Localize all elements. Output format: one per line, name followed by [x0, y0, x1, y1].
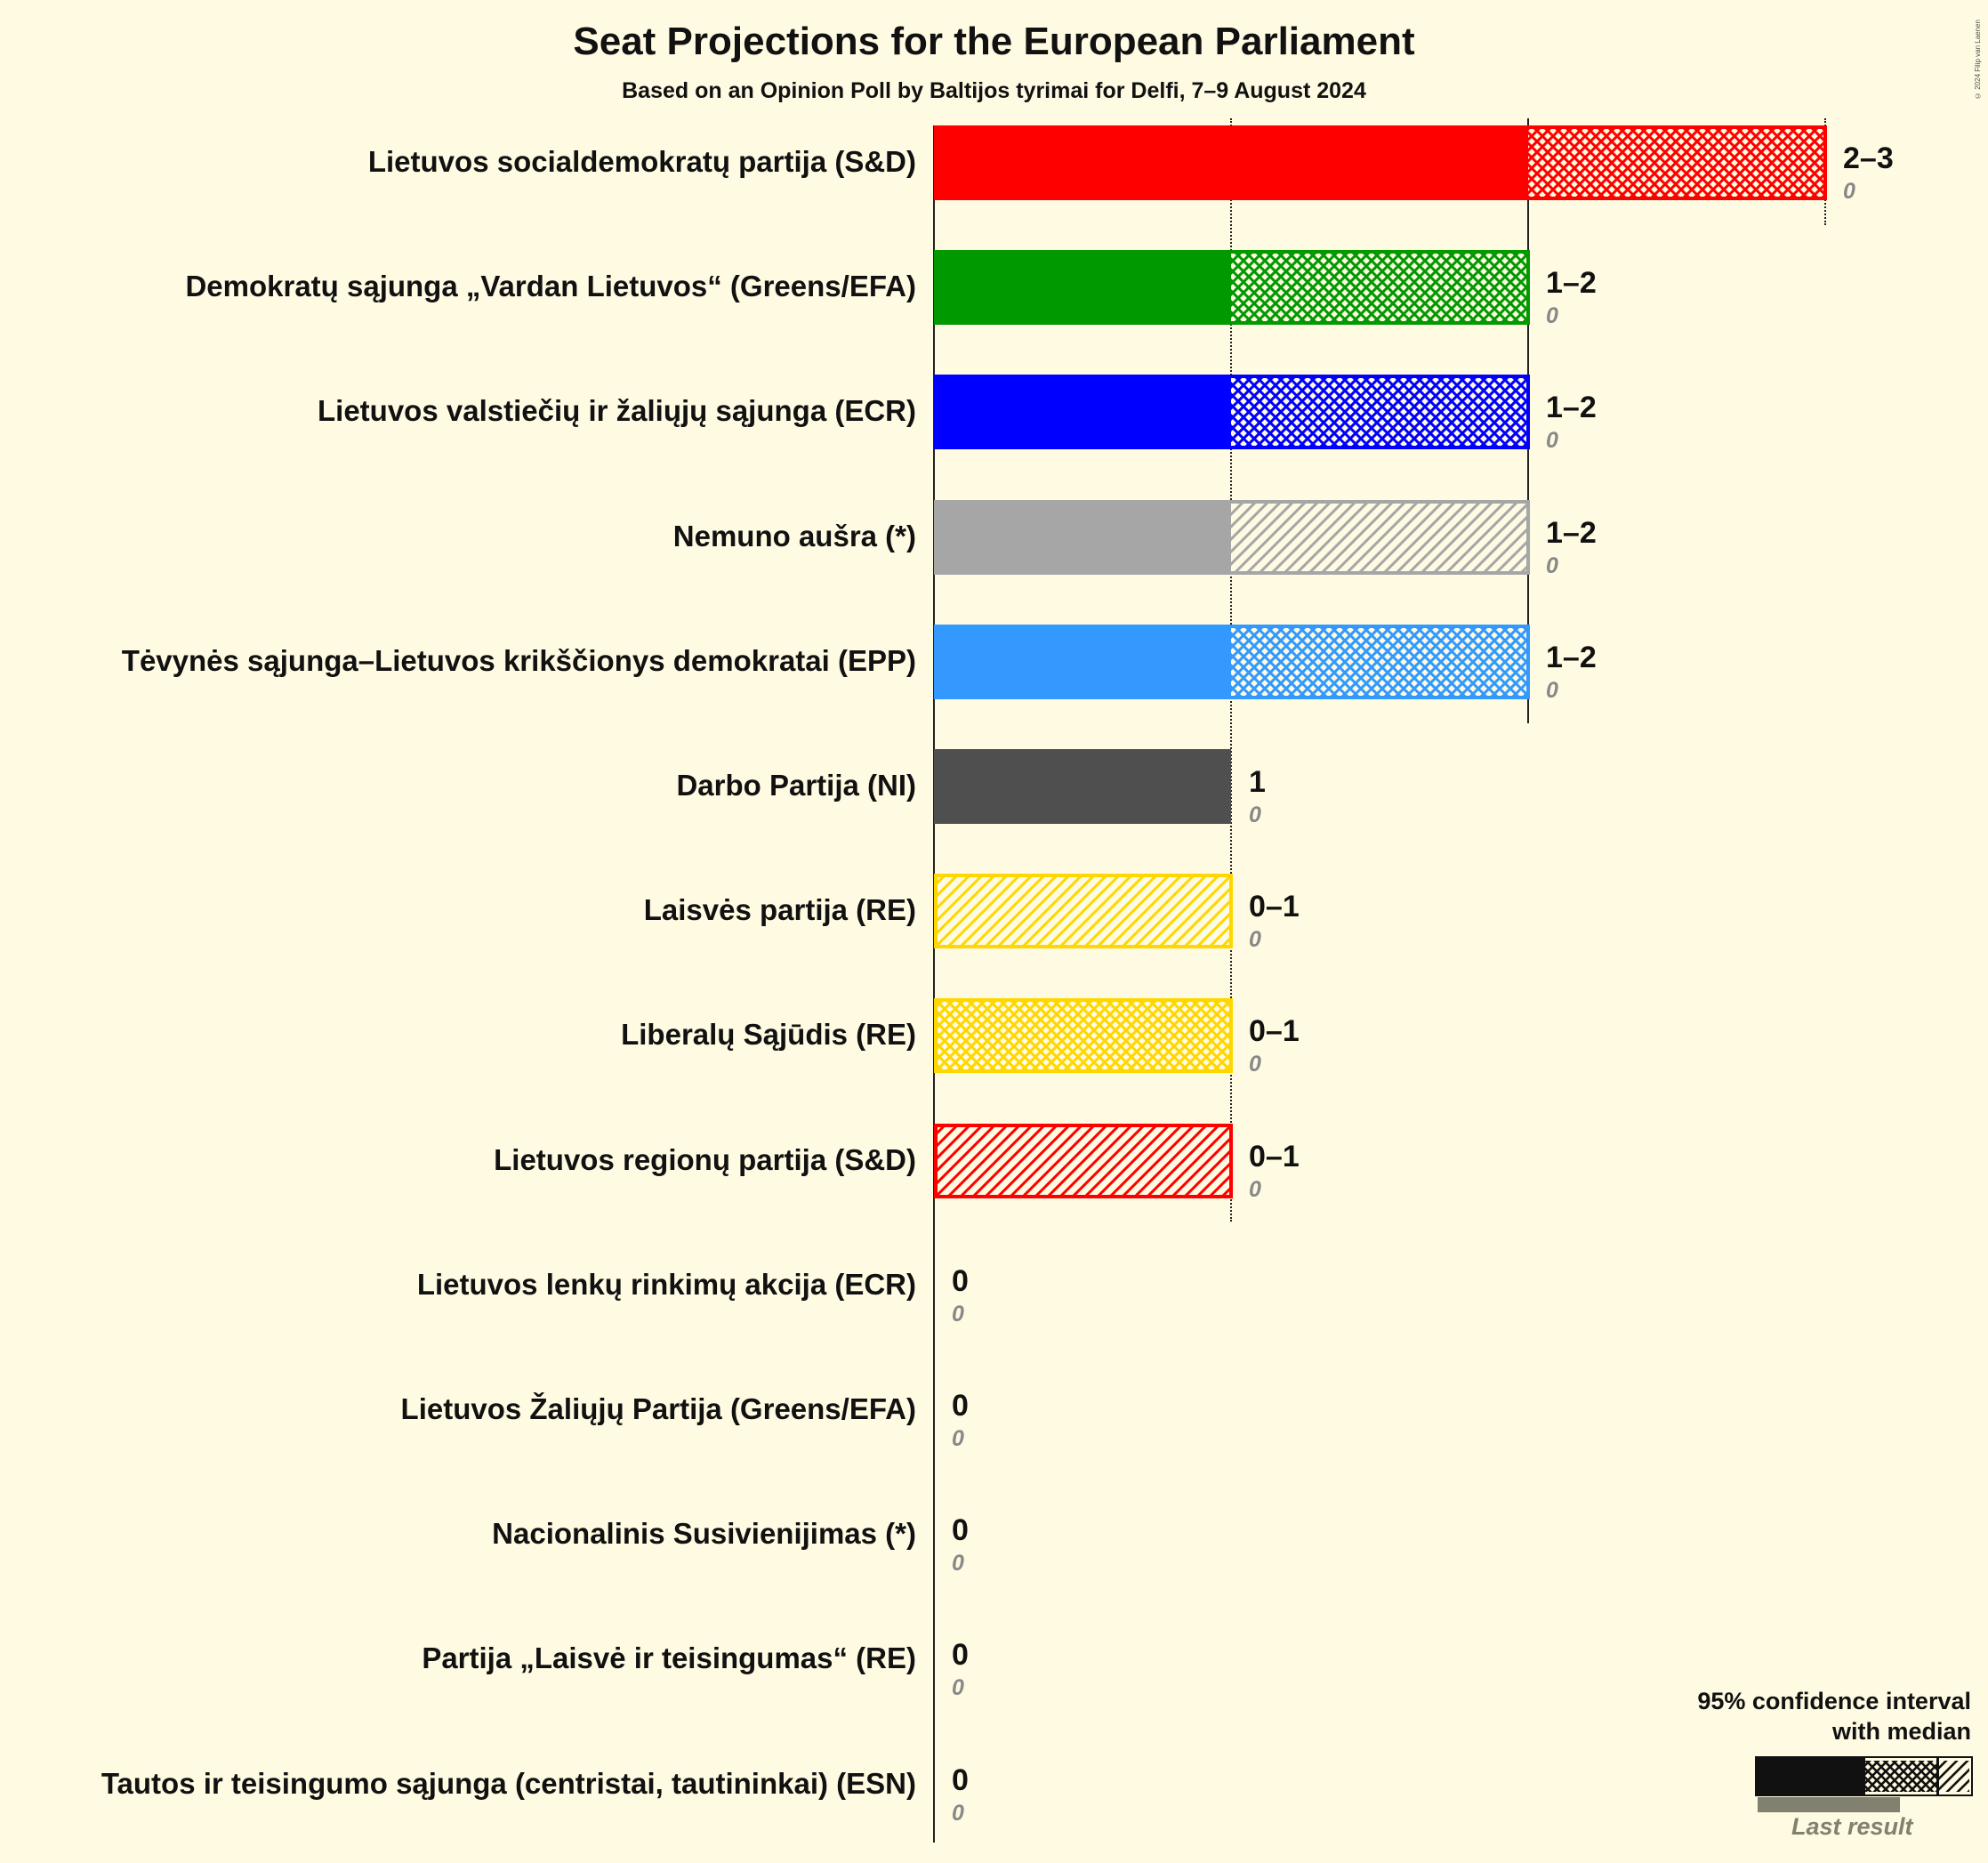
last-result-value: 0	[1249, 927, 1261, 952]
party-label: Lietuvos lenkų rinkimų akcija (ECR)	[416, 1268, 916, 1301]
last-result-value: 0	[1843, 179, 1855, 204]
party-label: Lietuvos Žaliųjų Partija (Greens/EFA)	[400, 1392, 916, 1425]
last-result-value: 0	[1546, 553, 1558, 578]
seat-range-value: 2–3	[1843, 141, 1894, 175]
legend-last-result-swatch	[1758, 1797, 1900, 1812]
seat-bar	[934, 749, 1233, 824]
last-result-value: 0	[952, 1551, 964, 1576]
legend-title-line2: with median	[1831, 1718, 1971, 1745]
seat-range-value: 1–2	[1546, 266, 1597, 300]
seat-range-value: 0	[952, 1763, 969, 1797]
seat-bar	[934, 375, 1530, 449]
seat-range-value: 1–2	[1546, 641, 1597, 674]
seat-range-value: 1	[1249, 765, 1266, 799]
party-label: Laisvės partija (RE)	[643, 893, 916, 926]
last-result-value: 0	[952, 1801, 964, 1826]
chart-title: Seat Projections for the European Parlia…	[573, 20, 1415, 63]
last-result-value: 0	[1249, 1177, 1261, 1202]
seat-range-value: 1–2	[1546, 391, 1597, 424]
seat-range-value: 1–2	[1546, 516, 1597, 550]
last-result-value: 0	[1546, 303, 1558, 328]
seat-bar	[934, 500, 1530, 575]
seat-range-value: 0–1	[1249, 890, 1300, 923]
legend-title: 95% confidence interval with median	[1697, 1686, 1971, 1746]
party-label: Lietuvos regionų partija (S&D)	[494, 1143, 916, 1176]
last-result-value: 0	[1546, 678, 1558, 703]
party-label: Lietuvos valstiečių ir žaliųjų sąjunga (…	[318, 394, 916, 427]
seat-bar	[934, 250, 1530, 325]
zero-axis-line	[933, 125, 935, 1843]
party-label: Tautos ir teisingumo sąjunga (centristai…	[101, 1767, 916, 1800]
seat-range-value: 0	[952, 1513, 969, 1547]
seat-range-value: 0	[952, 1638, 969, 1672]
party-label: Nemuno aušra (*)	[672, 520, 916, 552]
party-label: Liberalų Sąjūdis (RE)	[621, 1018, 916, 1051]
seat-bar	[934, 1124, 1233, 1198]
seat-bar	[934, 625, 1530, 699]
last-result-value: 0	[952, 1426, 964, 1451]
party-label: Demokratų sąjunga „Vardan Lietuvos“ (Gre…	[185, 270, 916, 302]
party-label: Darbo Partija (NI)	[676, 769, 916, 802]
last-result-value: 0	[952, 1302, 964, 1327]
party-label: Tėvynės sąjunga–Lietuvos krikščionys dem…	[121, 644, 916, 677]
legend-last-result-label: Last result	[1791, 1813, 1913, 1840]
last-result-value: 0	[1249, 1052, 1261, 1077]
chart-subtitle: Based on an Opinion Poll by Baltijos tyr…	[622, 78, 1366, 103]
legend-ci-swatch	[1755, 1756, 1973, 1796]
seat-range-value: 0	[952, 1264, 969, 1298]
seat-range-value: 0	[952, 1389, 969, 1423]
seat-range-value: 0–1	[1249, 1014, 1300, 1048]
party-label: Nacionalinis Susivienijimas (*)	[492, 1517, 916, 1550]
last-result-value: 0	[1249, 802, 1261, 827]
legend-title-line1: 95% confidence interval	[1697, 1688, 1971, 1714]
seat-bar	[934, 874, 1233, 948]
seat-range-value: 0–1	[1249, 1140, 1300, 1173]
party-label: Lietuvos socialdemokratų partija (S&D)	[367, 145, 916, 178]
seat-bar	[934, 998, 1233, 1073]
last-result-value: 0	[952, 1675, 964, 1700]
last-result-value: 0	[1546, 428, 1558, 453]
seat-bar	[934, 125, 1827, 200]
party-label: Partija „Laisvė ir teisingumas“ (RE)	[422, 1641, 916, 1674]
